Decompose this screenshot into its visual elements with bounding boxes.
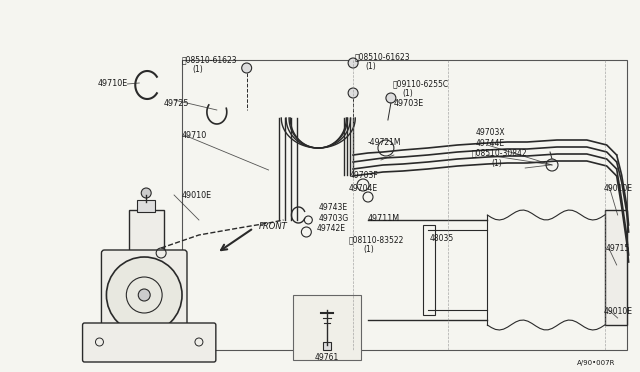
Text: (1): (1) [403, 89, 413, 97]
Text: Ⓒ09110-6255C: Ⓒ09110-6255C [393, 80, 449, 89]
Text: 49711M: 49711M [368, 214, 400, 222]
Bar [182, 60, 627, 350]
Text: Ⓒ08110-83522: Ⓒ08110-83522 [348, 235, 403, 244]
Text: 49744E: 49744E [476, 138, 504, 148]
Text: 49703X: 49703X [476, 128, 505, 137]
Text: 49703F: 49703F [350, 170, 379, 180]
Text: 49703E: 49703E [394, 99, 424, 108]
Text: 49761: 49761 [315, 353, 339, 362]
FancyBboxPatch shape [102, 250, 187, 331]
Text: 49710: 49710 [182, 131, 207, 140]
Text: FRONT: FRONT [259, 221, 287, 231]
Text: 49715: 49715 [605, 244, 630, 253]
Circle shape [141, 188, 151, 198]
Text: Ⓜ08510-61623: Ⓜ08510-61623 [355, 52, 411, 61]
Bar [605, 210, 627, 325]
Text: 49742E: 49742E [316, 224, 346, 232]
Bar [323, 342, 332, 350]
Bar [293, 295, 361, 360]
Circle shape [386, 93, 396, 103]
Bar [423, 225, 435, 315]
Circle shape [106, 257, 182, 333]
Text: 48035: 48035 [429, 234, 454, 243]
Circle shape [348, 88, 358, 98]
Text: (1): (1) [363, 244, 374, 253]
Bar [137, 200, 155, 212]
Text: (1): (1) [365, 61, 376, 71]
Text: 49703G: 49703G [318, 214, 349, 222]
Text: 49010E: 49010E [604, 308, 633, 317]
Text: 49725: 49725 [164, 99, 189, 108]
Circle shape [242, 63, 252, 73]
Text: 49010E: 49010E [604, 183, 633, 192]
Text: Ⓜ08510-61623: Ⓜ08510-61623 [182, 55, 237, 64]
Circle shape [348, 58, 358, 68]
Text: 49010E: 49010E [182, 190, 212, 199]
Text: Ⓜ08510-30842: Ⓜ08510-30842 [472, 148, 527, 157]
Bar [129, 210, 164, 255]
Text: (1): (1) [192, 64, 203, 74]
Text: (1): (1) [492, 158, 502, 167]
Circle shape [138, 289, 150, 301]
Text: A/90•007R: A/90•007R [577, 360, 615, 366]
FancyBboxPatch shape [83, 323, 216, 362]
Text: 49743E: 49743E [318, 202, 348, 212]
Text: 49710E: 49710E [97, 78, 128, 87]
Text: 49704E: 49704E [348, 183, 377, 192]
Text: -49721M: -49721M [368, 138, 401, 147]
